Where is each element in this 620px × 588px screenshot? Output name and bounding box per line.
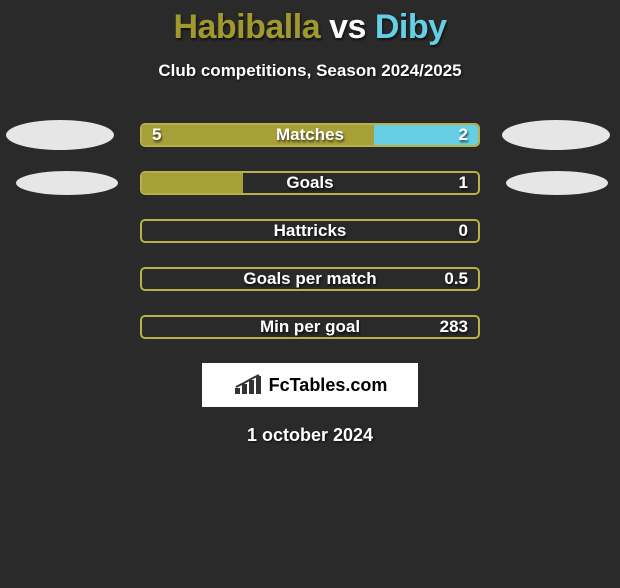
title-vs: vs [329,8,366,46]
title-right: Diby [375,8,447,46]
bar-track: Hattricks0 [140,219,480,243]
bar-fill-left [142,125,374,145]
bar-value-right: 0.5 [444,269,468,289]
bar-value-right: 0 [459,221,468,241]
right-oval [506,171,608,195]
bar-track: Goals per match0.5 [140,267,480,291]
logo-icon [233,374,263,396]
stat-row: Matches52 [0,123,620,147]
bar-value-right: 1 [459,173,468,193]
left-oval [16,171,118,195]
right-oval [502,120,610,150]
stat-row: Goals1 [0,171,620,195]
comparison-chart: Matches52 Goals1 Hattricks0 Goals per match… [0,123,620,339]
bar-value-right: 283 [440,317,468,337]
bar-track: Matches52 [140,123,480,147]
title: Habiballa vs Diby [0,8,620,47]
bar-label: Min per goal [142,317,478,337]
stat-row: Min per goal283 [0,315,620,339]
left-oval [6,120,114,150]
subtitle: Club competitions, Season 2024/2025 [0,61,620,81]
bar-fill-left [142,173,243,193]
title-left: Habiballa [173,8,320,46]
logo-text: FcTables.com [269,375,388,396]
bar-fill-right [374,125,478,145]
logo-box: FcTables.com [202,363,418,407]
stat-row: Goals per match0.5 [0,267,620,291]
footer-date: 1 october 2024 [0,425,620,446]
bar-label: Goals per match [142,269,478,289]
bar-track: Goals1 [140,171,480,195]
bar-track: Min per goal283 [140,315,480,339]
stat-row: Hattricks0 [0,219,620,243]
bar-label: Hattricks [142,221,478,241]
